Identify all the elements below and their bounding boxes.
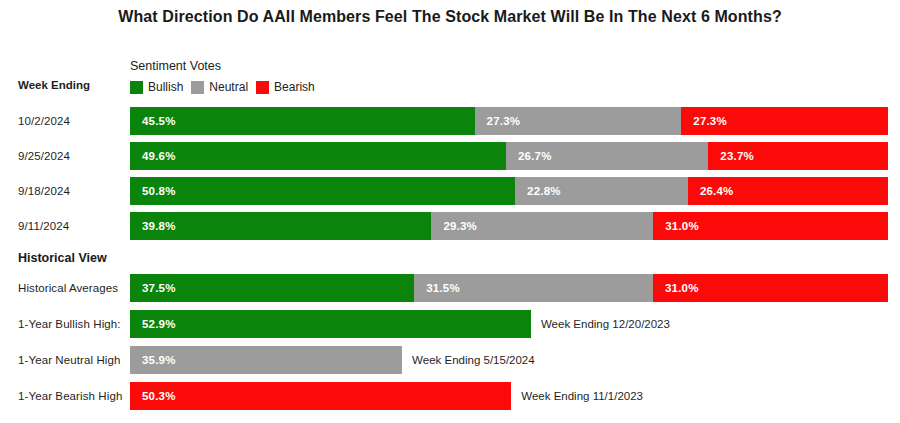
chart-row: 1-Year Bearish High50.3% Week Ending 11/1… xyxy=(0,382,900,410)
chart-row: Historical Averages37.5% 31.5% 31.0% xyxy=(0,274,900,302)
row-label: 10/2/2024 xyxy=(18,115,130,127)
legend-heading: Sentiment Votes xyxy=(130,59,888,73)
neutral-bar-segment: 27.3% xyxy=(475,107,682,135)
bar-value: 31.0% xyxy=(653,282,699,294)
bar-value: 45.5% xyxy=(130,115,176,127)
row-label: 9/11/2024 xyxy=(18,220,130,232)
row-label: 9/25/2024 xyxy=(18,150,130,162)
bar-value: 50.8% xyxy=(130,185,176,197)
row-label: 1-Year Neutral High xyxy=(18,354,130,366)
neutral-bar-segment: 22.8% xyxy=(515,177,688,205)
row-label: 9/18/2024 xyxy=(18,185,130,197)
bar-value: 22.8% xyxy=(515,185,561,197)
section-heading: Historical View xyxy=(18,251,900,265)
legend-item-neutral: Neutral xyxy=(191,80,248,94)
bullish-bar-segment: 37.5% xyxy=(130,274,414,302)
bar-value: 26.7% xyxy=(506,150,552,162)
chart-row: 10/2/202445.5% 27.3% 27.3% xyxy=(0,107,900,135)
legend-label: Bearish xyxy=(274,80,315,94)
stacked-bar: 49.6% 26.7% 23.7% xyxy=(130,142,888,170)
neutral-bar-segment: 31.5% xyxy=(414,274,653,302)
bar-annotation: Week Ending 11/1/2023 xyxy=(521,390,643,402)
bearish-bar-segment: 27.3% xyxy=(681,107,888,135)
legend-item-bullish: Bullish xyxy=(130,80,183,94)
aaii-sentiment-chart: What Direction Do AAII Members Feel The … xyxy=(0,8,900,423)
bar-value: 35.9% xyxy=(130,354,176,366)
row-label: 1-Year Bearish High xyxy=(18,390,130,402)
chart-title: What Direction Do AAII Members Feel The … xyxy=(0,8,900,26)
bar-value: 31.5% xyxy=(414,282,460,294)
legend-label: Bullish xyxy=(148,80,183,94)
legend-label: Neutral xyxy=(209,80,248,94)
bar-value: 29.3% xyxy=(431,220,477,232)
legend-items: Bullish Neutral Bearish xyxy=(130,80,888,94)
bullish-bar-segment: 39.8% xyxy=(130,212,431,240)
chart-row: 9/25/202449.6% 26.7% 23.7% xyxy=(0,142,900,170)
bearish-bar-segment: 31.0% xyxy=(653,274,888,302)
bullish-bar-segment: 50.8% xyxy=(130,177,515,205)
bar-value: 27.3% xyxy=(681,115,727,127)
bearish-bar-segment: 50.3% xyxy=(130,382,511,410)
legend-item-bearish: Bearish xyxy=(256,80,315,94)
bullish-bar-segment: 52.9% xyxy=(130,310,531,338)
stacked-bar: 37.5% 31.5% 31.0% xyxy=(130,274,888,302)
section-heading-row: Historical View xyxy=(0,251,900,265)
bar-value: 31.0% xyxy=(653,220,699,232)
bearish-swatch-icon xyxy=(256,81,269,94)
row-label: Historical Averages xyxy=(18,282,130,294)
bar-value: 26.4% xyxy=(688,185,734,197)
neutral-bar-segment: 29.3% xyxy=(431,212,653,240)
single-bar-wrap: 35.9% Week Ending 5/15/2024 xyxy=(130,346,888,374)
bullish-bar-segment: 49.6% xyxy=(130,142,506,170)
neutral-bar-segment: 26.7% xyxy=(506,142,708,170)
bearish-bar-segment: 23.7% xyxy=(708,142,888,170)
chart-body: 10/2/202445.5% 27.3% 27.3% 9/25/202449.6% 26… xyxy=(0,107,900,410)
bar-value: 23.7% xyxy=(708,150,754,162)
bearish-bar-segment: 31.0% xyxy=(653,212,888,240)
chart-header: Week Ending Sentiment Votes Bullish Neut… xyxy=(0,59,900,94)
week-ending-column-header: Week Ending xyxy=(18,79,130,94)
bar-value: 52.9% xyxy=(130,318,176,330)
chart-row: 1-Year Neutral High35.9% Week Ending 5/15… xyxy=(0,346,900,374)
stacked-bar: 50.8% 22.8% 26.4% xyxy=(130,177,888,205)
neutral-bar-segment: 35.9% xyxy=(130,346,402,374)
bar-annotation: Week Ending 12/20/2023 xyxy=(541,318,670,330)
neutral-swatch-icon xyxy=(191,81,204,94)
bar-annotation: Week Ending 5/15/2024 xyxy=(412,354,535,366)
bullish-bar-segment: 45.5% xyxy=(130,107,475,135)
bar-value: 49.6% xyxy=(130,150,176,162)
bar-value: 39.8% xyxy=(130,220,176,232)
stacked-bar: 39.8% 29.3% 31.0% xyxy=(130,212,888,240)
legend: Sentiment Votes Bullish Neutral Bearish xyxy=(130,59,888,94)
single-bar-wrap: 52.9% Week Ending 12/20/2023 xyxy=(130,310,888,338)
single-bar-wrap: 50.3% Week Ending 11/1/2023 xyxy=(130,382,888,410)
bar-value: 27.3% xyxy=(475,115,521,127)
chart-row: 9/18/202450.8% 22.8% 26.4% xyxy=(0,177,900,205)
chart-row: 9/11/202439.8% 29.3% 31.0% xyxy=(0,212,900,240)
bar-value: 37.5% xyxy=(130,282,176,294)
bullish-swatch-icon xyxy=(130,81,143,94)
chart-row: 1-Year Bullish High:52.9% Week Ending 12/… xyxy=(0,310,900,338)
bearish-bar-segment: 26.4% xyxy=(688,177,888,205)
row-label: 1-Year Bullish High: xyxy=(18,318,130,330)
stacked-bar: 45.5% 27.3% 27.3% xyxy=(130,107,888,135)
bar-value: 50.3% xyxy=(130,390,176,402)
